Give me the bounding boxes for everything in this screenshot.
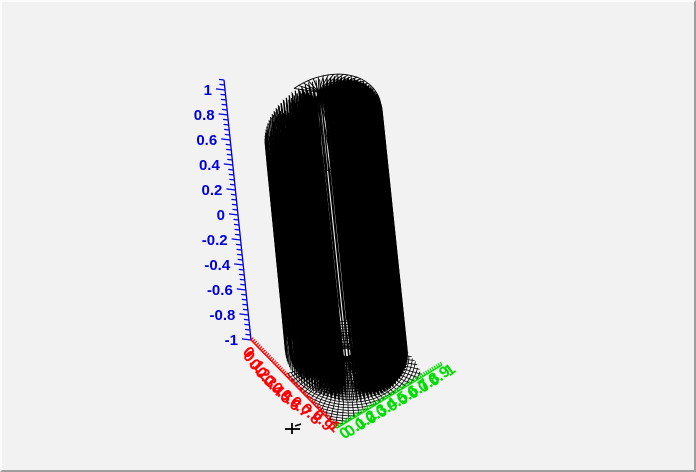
z-axis-tick-label: 0.8 (194, 107, 215, 124)
z-axis: -1 -0.8 -0.6 -0.4 -0.2 0 0.2 0.4 0.6 0.8 1 (194, 78, 252, 349)
z-axis-tick-label: 0.6 (196, 132, 217, 149)
cursor-marker (285, 423, 302, 434)
z-axis-tick-label: -0.6 (207, 282, 233, 299)
z-axis-tick-label: -0.8 (210, 307, 236, 324)
z-axis-tick-label: -0.4 (204, 257, 231, 274)
surface-wireframe (264, 75, 409, 402)
z-axis-tick-label: 0.2 (202, 182, 223, 199)
z-axis-tick-label: 1 (204, 82, 212, 99)
z-axis-tick-label: -0.2 (202, 232, 228, 249)
z-axis-tick-label: 0 (217, 207, 225, 224)
z-axis-tick-label: 0.4 (199, 157, 221, 174)
z-axis-tick-label: -1 (225, 332, 238, 349)
top-cap-fan (280, 73, 382, 174)
